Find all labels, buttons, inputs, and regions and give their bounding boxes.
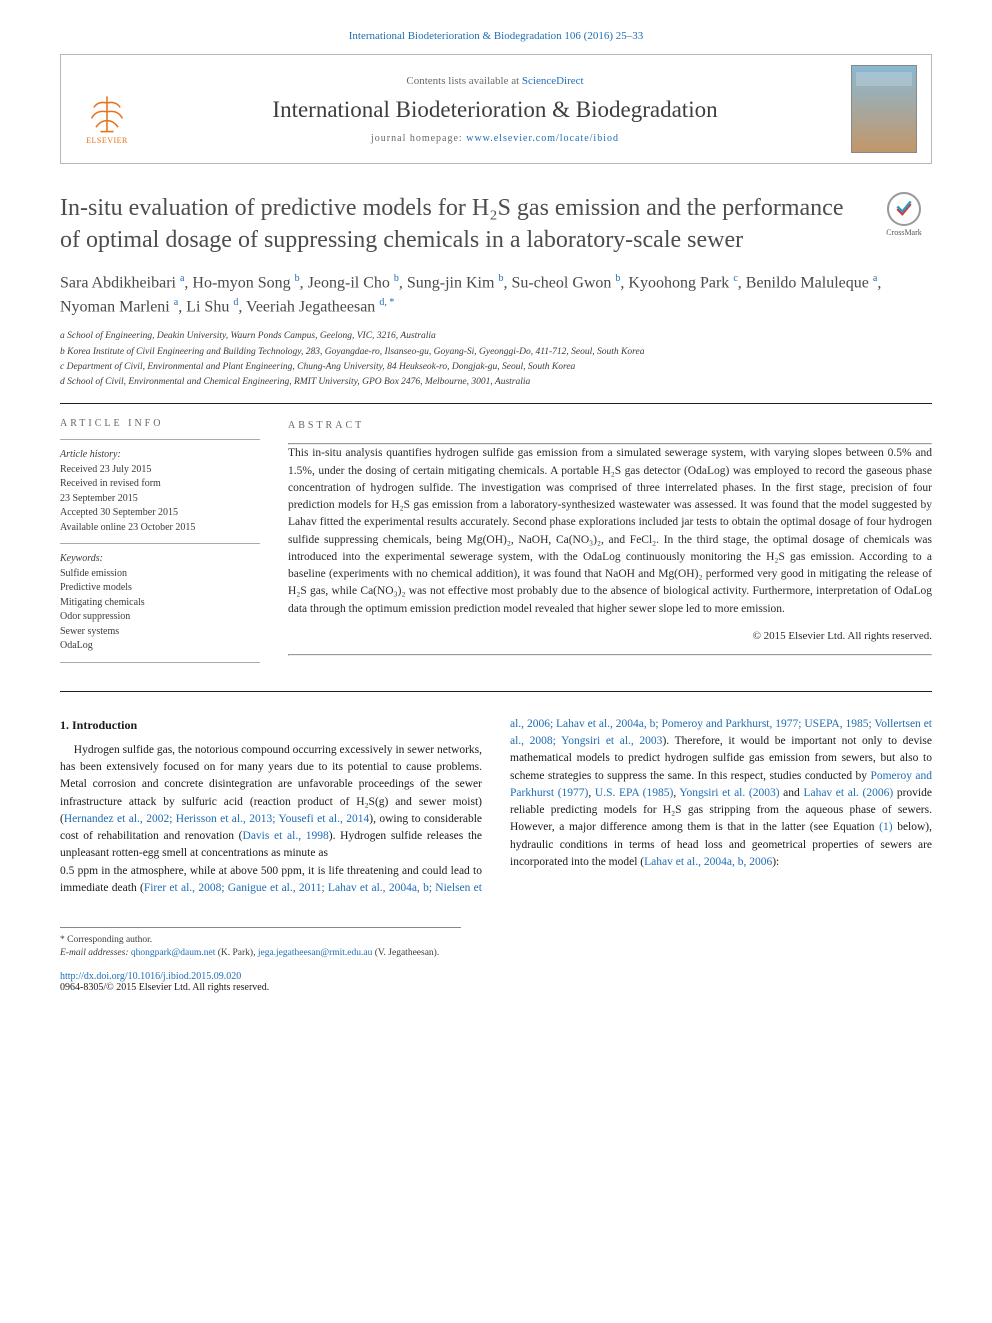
ref-link[interactable]: Yongsiri et al. (2003) xyxy=(679,787,779,799)
ref-link[interactable]: U.S. EPA (1985) xyxy=(595,787,673,799)
issn-copyright: 0964-8305/© 2015 Elsevier Ltd. All right… xyxy=(60,982,932,993)
header-center: Contents lists available at ScienceDirec… xyxy=(153,75,837,144)
homepage-link[interactable]: www.elsevier.com/locate/ibiod xyxy=(466,133,619,144)
history-line: Available online 23 October 2015 xyxy=(60,521,260,536)
abstract-text: This in-situ analysis quantifies hydroge… xyxy=(288,445,932,618)
elsevier-tree-icon xyxy=(85,92,129,136)
keyword-line: OdaLog xyxy=(60,639,260,654)
email-link[interactable]: qhongpark@daum.net xyxy=(131,948,215,958)
t: (V. Jegatheesan). xyxy=(372,948,439,958)
t: ): xyxy=(772,856,779,868)
email-link[interactable]: jega.jegatheesan@rmit.edu.au xyxy=(258,948,373,958)
keywords-block: Keywords: Sulfide emissionPredictive mod… xyxy=(60,552,260,654)
doi-link[interactable]: http://dx.doi.org/10.1016/j.ibiod.2015.0… xyxy=(60,971,241,982)
keywords-label: Keywords: xyxy=(60,553,103,564)
t: (K. Park), xyxy=(215,948,257,958)
affiliations: a School of Engineering, Deakin Universi… xyxy=(60,329,932,389)
history-line: Received in revised form xyxy=(60,477,260,492)
sciencedirect-link[interactable]: ScienceDirect xyxy=(522,75,584,87)
crossmark-icon xyxy=(887,192,921,226)
affiliation-line: b Korea Institute of Civil Engineering a… xyxy=(60,345,932,359)
journal-header-box: ELSEVIER Contents lists available at Sci… xyxy=(60,54,932,164)
journal-cover-thumbnail xyxy=(851,65,917,153)
author-list: Sara Abdikheibari a, Ho-myon Song b, Jeo… xyxy=(60,271,932,320)
keyword-line: Sulfide emission xyxy=(60,567,260,582)
abstract-column: ABSTRACT This in-situ analysis quantifie… xyxy=(288,418,932,671)
ref-link[interactable]: Lahav et al., 2004a, b, 2006 xyxy=(644,856,772,868)
divider xyxy=(60,403,932,404)
abstract-heading: ABSTRACT xyxy=(288,418,932,433)
history-label: Article history: xyxy=(60,449,121,460)
affiliation-line: d School of Civil, Environmental and Che… xyxy=(60,375,932,389)
ref-link[interactable]: Hernandez et al., 2002; Herisson et al.,… xyxy=(64,813,369,825)
history-line: Received 23 July 2015 xyxy=(60,463,260,478)
title-area: In-situ evaluation of predictive models … xyxy=(60,192,932,257)
homepage-line: journal homepage: www.elsevier.com/locat… xyxy=(153,133,837,144)
history-line: 23 September 2015 xyxy=(60,492,260,507)
body-para-1: Hydrogen sulfide gas, the notorious comp… xyxy=(60,742,482,863)
elsevier-logo-label: ELSEVIER xyxy=(86,136,128,145)
ref-link[interactable]: Lahav et al. (2006) xyxy=(803,787,893,799)
section-heading-intro: 1. Introduction xyxy=(60,716,482,734)
email-label: E-mail addresses: xyxy=(60,948,131,958)
divider xyxy=(60,691,932,692)
abstract-copyright: © 2015 Elsevier Ltd. All rights reserved… xyxy=(288,628,932,645)
eq-link[interactable]: (1) xyxy=(879,821,892,833)
keyword-line: Mitigating chemicals xyxy=(60,596,260,611)
affiliation-line: a School of Engineering, Deakin Universi… xyxy=(60,329,932,343)
history-line: Accepted 30 September 2015 xyxy=(60,506,260,521)
keyword-line: Odor suppression xyxy=(60,610,260,625)
crossmark-label: CrossMark xyxy=(886,228,922,237)
info-abstract-row: ARTICLE INFO Article history: Received 2… xyxy=(60,418,932,671)
body-two-column: 1. Introduction Hydrogen sulfide gas, th… xyxy=(60,716,932,897)
email-line: E-mail addresses: qhongpark@daum.net (K.… xyxy=(60,947,461,960)
t: and xyxy=(780,787,804,799)
corresponding-author-footnote: * Corresponding author. E-mail addresses… xyxy=(60,927,461,961)
article-info-heading: ARTICLE INFO xyxy=(60,418,260,429)
corr-author-line: * Corresponding author. xyxy=(60,934,461,947)
article-history: Article history: Received 23 July 2015Re… xyxy=(60,448,260,535)
ref-link[interactable]: Davis et al., 1998 xyxy=(243,830,329,842)
keyword-line: Sewer systems xyxy=(60,625,260,640)
crossmark-badge[interactable]: CrossMark xyxy=(876,192,932,237)
header-citation: International Biodeterioration & Biodegr… xyxy=(60,30,932,42)
doi-block: http://dx.doi.org/10.1016/j.ibiod.2015.0… xyxy=(60,971,932,993)
article-title: In-situ evaluation of predictive models … xyxy=(60,192,860,257)
contents-line: Contents lists available at ScienceDirec… xyxy=(153,75,837,87)
article-info-column: ARTICLE INFO Article history: Received 2… xyxy=(60,418,260,671)
homepage-prefix: journal homepage: xyxy=(371,133,466,144)
contents-prefix: Contents lists available at xyxy=(406,75,521,87)
keyword-line: Predictive models xyxy=(60,581,260,596)
affiliation-line: c Department of Civil, Environmental and… xyxy=(60,360,932,374)
journal-name: International Biodeterioration & Biodegr… xyxy=(153,97,837,123)
elsevier-logo: ELSEVIER xyxy=(75,73,139,145)
